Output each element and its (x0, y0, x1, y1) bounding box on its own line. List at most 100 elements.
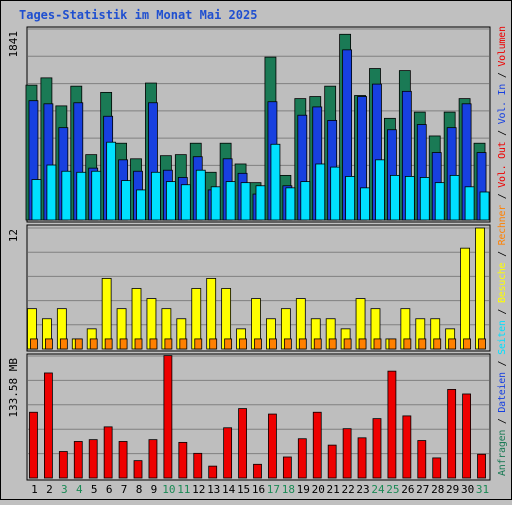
panel-volume (26, 353, 491, 481)
legend-vol-in: Vol. In (497, 84, 508, 125)
bar-volumen (417, 440, 427, 479)
bar-rechner (403, 338, 412, 350)
day-label: 7 (121, 483, 128, 496)
day-label: 9 (151, 483, 158, 496)
bar-seiten (31, 179, 42, 221)
bar-rechner (179, 338, 188, 350)
bar-volumen (163, 355, 173, 479)
bar-volumen (118, 441, 128, 479)
bar-seiten (61, 170, 72, 221)
bar-volumen (103, 426, 113, 479)
bar-volumen (193, 452, 203, 479)
legend-separator: / (497, 412, 508, 430)
bar-seiten (255, 185, 266, 221)
bar-seiten (479, 191, 490, 221)
bar-volumen (223, 427, 233, 479)
day-label: 19 (297, 483, 310, 496)
bar-rechner (373, 338, 382, 350)
bar-seiten (419, 177, 430, 221)
bar-rechner (313, 338, 322, 350)
day-label: 16 (252, 483, 265, 496)
day-label: 13 (207, 483, 220, 496)
day-label: 20 (312, 483, 325, 496)
panel-max-label: 133.58 MB (7, 358, 20, 418)
bar-volumen (282, 456, 292, 479)
legend-dateien: Dateien (497, 372, 508, 413)
bar-seiten (180, 184, 191, 221)
bar-volumen (148, 439, 158, 479)
bar-rechner (298, 338, 307, 350)
bar-seiten (121, 180, 131, 221)
day-label: 1 (31, 483, 38, 496)
day-label: 5 (91, 483, 98, 496)
legend-separator: / (497, 124, 508, 142)
day-label: 17 (267, 483, 280, 496)
day-label: 29 (446, 483, 459, 496)
day-label: 10 (162, 483, 175, 496)
bar-rechner (433, 338, 442, 350)
legend-seiten: Seiten (497, 320, 508, 355)
bar-seiten (240, 182, 251, 221)
bar-rechner (74, 338, 83, 350)
bar-volumen (29, 411, 38, 479)
bar-rechner (358, 338, 367, 350)
bar-rechner (30, 338, 38, 350)
bar-seiten (270, 143, 281, 221)
legend-separator: / (497, 303, 508, 321)
bar-rechner (89, 338, 98, 350)
bar-besuche (460, 247, 470, 350)
bar-rechner (104, 338, 113, 350)
legend-separator: / (497, 245, 508, 263)
legend-besuche: Besuche (497, 262, 508, 303)
bar-rechner (209, 338, 218, 350)
bar-besuche (206, 278, 217, 350)
bar-rechner (149, 338, 158, 350)
bar-volumen (327, 444, 337, 479)
bar-rechner (239, 338, 247, 350)
bar-seiten (300, 181, 311, 221)
day-label: 27 (416, 483, 429, 496)
legend-separator: / (497, 355, 508, 373)
bar-volumen (372, 418, 382, 479)
bar-rechner (388, 338, 397, 350)
day-label: 24 (371, 483, 385, 496)
bar-seiten (285, 187, 296, 221)
bar-rechner (254, 338, 262, 350)
day-label: 15 (237, 483, 250, 496)
bar-rechner (119, 338, 128, 350)
bar-volumen (447, 389, 457, 479)
bar-seiten (210, 186, 221, 221)
bar-seiten (375, 159, 385, 221)
bar-volumen (402, 415, 412, 479)
day-label: 22 (341, 483, 354, 496)
bar-volumen (208, 465, 218, 479)
bar-seiten (464, 186, 475, 221)
bar-rechner (283, 338, 292, 350)
legend-anfragen: Anfragen (497, 430, 508, 476)
panel-max-label: 12 (7, 229, 20, 242)
bar-rechner (328, 338, 337, 350)
bar-seiten (404, 176, 415, 221)
bar-volumen (387, 370, 397, 479)
day-label: 23 (356, 483, 369, 496)
bar-volumen (477, 453, 486, 479)
bar-volumen (44, 372, 53, 479)
panel-hits (25, 26, 491, 223)
day-label: 2 (46, 483, 53, 496)
day-label: 25 (386, 483, 399, 496)
bar-rechner (45, 338, 53, 350)
bar-seiten (76, 171, 87, 221)
bar-rechner (478, 338, 486, 350)
chart-title: Tages-Statistik im Monat Mai 2025 (19, 8, 257, 22)
bar-rechner (463, 338, 471, 350)
bar-volumen (342, 428, 352, 479)
day-label: 8 (136, 483, 143, 496)
right-legend: Anfragen / Dateien / Seiten / Besuche / … (497, 26, 508, 476)
day-label: 21 (327, 483, 340, 496)
bar-volumen (88, 439, 98, 479)
bar-volumen (357, 437, 367, 479)
bar-rechner (134, 338, 143, 350)
legend-vol-out: Vol. Out (497, 141, 508, 187)
